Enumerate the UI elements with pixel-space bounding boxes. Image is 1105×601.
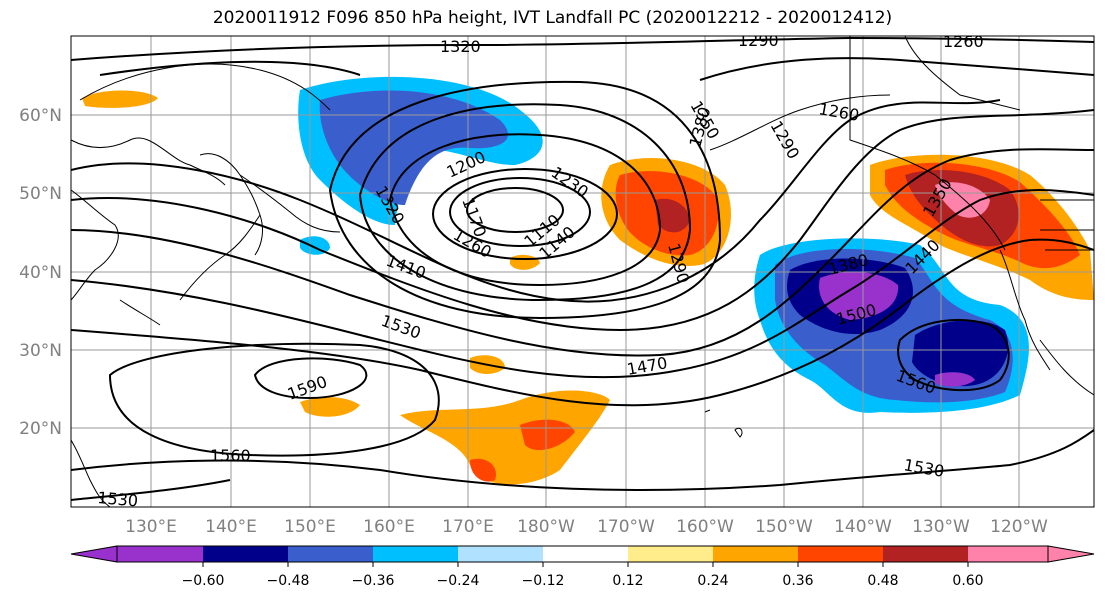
- colorbar-tick-label: 0.36: [782, 573, 813, 589]
- contour-label: 1320: [440, 37, 481, 56]
- colorbar-upper-extension: [1047, 545, 1095, 563]
- colorbar-outline: [116, 545, 1049, 563]
- contour-label: 1260: [943, 32, 984, 51]
- colorbar-segment: [458, 546, 544, 562]
- lon-label: 180°W: [517, 517, 575, 537]
- colorbar-segment: [628, 546, 714, 562]
- map-gridlines: [71, 36, 1094, 507]
- map-title: 2020011912 F096 850 hPa height, IVT Land…: [212, 8, 893, 28]
- contour-label: 1290: [738, 31, 779, 50]
- colorbar-segment: [373, 546, 459, 562]
- contour-label: 1560: [210, 446, 251, 465]
- lon-label: 150°W: [755, 517, 813, 537]
- lat-label: 30°N: [19, 341, 62, 361]
- height-contours: [71, 36, 1094, 501]
- longitude-labels: 130°E 140°E 150°E 160°E 170°E 180°W 170°…: [125, 517, 1048, 537]
- colorbar-tick-label: −0.12: [522, 573, 565, 589]
- colorbar-tick-label: −0.60: [182, 573, 225, 589]
- lat-label: 20°N: [19, 419, 62, 439]
- lon-label: 160°E: [363, 517, 415, 537]
- colorbar-segment: [968, 546, 1048, 562]
- colorbar-segment: [883, 546, 969, 562]
- colorbar-tick-label: 0.24: [697, 573, 728, 589]
- lon-label: 120°W: [990, 517, 1048, 537]
- colorbar-segment: [117, 546, 204, 562]
- lon-label: 160°W: [676, 517, 734, 537]
- colorbar-tick-label: −0.36: [352, 573, 395, 589]
- lon-label: 130°W: [912, 517, 970, 537]
- latitude-labels: 60°N 50°N 40°N 30°N 20°N: [19, 106, 62, 439]
- ivt-shading: [82, 76, 1094, 485]
- colorbar-segment: [543, 546, 629, 562]
- lon-label: 140°E: [205, 517, 257, 537]
- colorbar-tick-label: 0.48: [867, 573, 898, 589]
- colorbar-tick-label: 0.12: [612, 573, 643, 589]
- colorbar-lower-extension: [70, 545, 118, 563]
- lon-label: 170°W: [597, 517, 655, 537]
- colorbar: −0.60 −0.48 −0.36 −0.24 −0.12 0.12 0.24 …: [70, 545, 1095, 589]
- lat-label: 40°N: [19, 263, 62, 283]
- lon-label: 170°E: [442, 517, 494, 537]
- map-panel: 1320 1290 1260 1350 1260 1290 1380 1200 …: [71, 31, 1094, 510]
- colorbar-ticks: [202, 562, 969, 567]
- lat-label: 50°N: [19, 184, 62, 204]
- lat-label: 60°N: [19, 106, 62, 126]
- colorbar-tick-label: −0.24: [437, 573, 480, 589]
- colorbar-segment: [288, 546, 374, 562]
- colorbar-tick-label: 0.60: [952, 573, 983, 589]
- contour-label: 1530: [97, 488, 139, 510]
- colorbar-tick-label: −0.48: [267, 573, 310, 589]
- lon-label: 130°E: [125, 517, 177, 537]
- map-frame: [70, 35, 1095, 508]
- colorbar-segment: [798, 546, 884, 562]
- colorbar-segment: [203, 546, 289, 562]
- colorbar-segment: [713, 546, 799, 562]
- lon-label: 140°W: [834, 517, 892, 537]
- lon-label: 150°E: [284, 517, 336, 537]
